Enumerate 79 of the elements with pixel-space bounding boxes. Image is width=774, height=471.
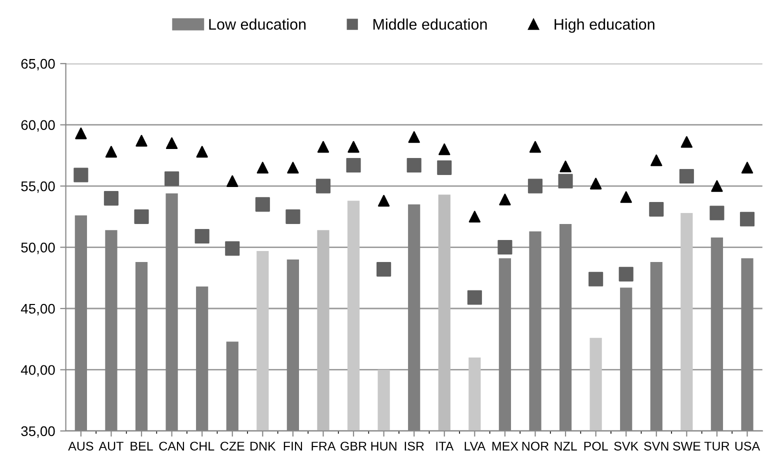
point — [740, 212, 755, 226]
y-tick-label: 50,00 — [21, 242, 55, 254]
point — [650, 154, 662, 166]
x-tick-label: ITA — [436, 442, 454, 450]
x-tick-label: BEL — [130, 442, 153, 450]
point — [528, 178, 543, 194]
x-tick-label: TUR — [704, 442, 730, 451]
point — [136, 134, 148, 147]
x-tick-label: HUN — [371, 442, 396, 451]
point — [164, 171, 180, 186]
point — [558, 174, 573, 188]
point — [194, 228, 210, 244]
x-tick-label: CZE — [220, 442, 244, 451]
x-tick-label: SWE — [673, 442, 700, 451]
legend-label: High education — [554, 18, 654, 33]
x-tick-label: CHL — [190, 442, 214, 451]
point — [620, 191, 632, 203]
point — [134, 209, 149, 224]
point — [346, 158, 361, 173]
point — [406, 158, 422, 173]
point — [590, 178, 602, 190]
point — [711, 180, 723, 192]
x-tick-label: USA — [735, 442, 760, 451]
point — [256, 162, 268, 174]
point — [437, 160, 452, 175]
point — [710, 206, 724, 220]
point — [317, 141, 330, 153]
x-tick-label: NZL — [554, 442, 577, 450]
point — [226, 175, 238, 187]
y-tick-label: 55,00 — [21, 181, 55, 193]
point — [196, 146, 208, 158]
point — [499, 194, 511, 206]
point — [560, 160, 572, 172]
x-tick-label: AUS — [68, 442, 94, 451]
x-tick-label: SVK — [614, 442, 638, 451]
legend-label: Low education — [209, 18, 306, 30]
x-tick-label: NOR — [522, 442, 549, 451]
y-tick-label: 45,00 — [20, 304, 55, 316]
point — [75, 128, 87, 140]
point — [468, 210, 481, 223]
point — [588, 272, 604, 286]
point — [287, 162, 299, 174]
point — [467, 290, 482, 305]
point — [286, 209, 300, 224]
point — [680, 136, 693, 148]
x-tick-label: DNK — [250, 442, 276, 450]
x-tick-label: MEX — [492, 442, 518, 450]
point — [166, 137, 178, 150]
point — [376, 262, 392, 277]
x-tick-label: FIN — [284, 442, 302, 450]
point — [74, 168, 88, 182]
y-tick-label: 60,00 — [21, 120, 55, 132]
point — [348, 141, 360, 153]
y-tick-label: 35,00 — [21, 426, 55, 438]
x-tick-label: POL — [584, 442, 608, 451]
y-tick-label: 40,00 — [20, 365, 55, 377]
point — [618, 266, 634, 282]
point — [679, 168, 694, 184]
point — [104, 191, 119, 206]
legend-label: Middle education — [373, 18, 487, 30]
x-tick-label: SVN — [644, 442, 668, 451]
x-tick-label: AUT — [98, 442, 124, 451]
point — [378, 194, 390, 207]
point — [316, 178, 331, 194]
point — [105, 146, 118, 158]
point — [408, 131, 420, 143]
x-tick-label: GBR — [340, 442, 366, 451]
point — [741, 162, 754, 174]
point — [498, 240, 512, 255]
x-tick-label: FRA — [312, 442, 336, 450]
x-tick-label: ISR — [404, 442, 424, 451]
point — [438, 143, 450, 156]
y-tick-label: 65,00 — [21, 58, 55, 70]
point — [225, 241, 240, 256]
point — [649, 202, 664, 217]
point — [529, 141, 542, 153]
x-tick-label: CAN — [159, 442, 184, 451]
point — [255, 197, 270, 212]
x-tick-label: LVA — [464, 442, 486, 450]
